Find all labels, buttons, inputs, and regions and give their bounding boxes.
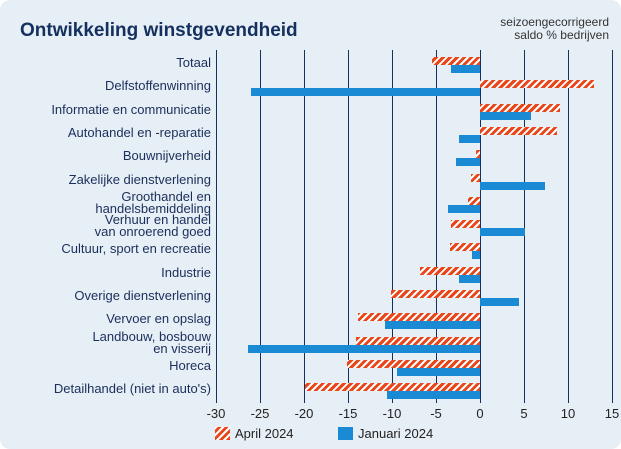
- category-label: Overige dienstverlening: [74, 288, 211, 303]
- bar: [467, 196, 480, 205]
- category-label: Detailhandel (niet in auto's): [53, 381, 211, 397]
- bar: [391, 290, 480, 298]
- bar: [384, 321, 480, 330]
- bar: [304, 383, 480, 392]
- x-tick-label: -25: [250, 406, 270, 421]
- bar: [450, 220, 480, 229]
- grid-line: [523, 50, 525, 403]
- bar: [480, 228, 525, 237]
- category-label: Verhuur en handel van onroerend goed: [94, 212, 211, 240]
- category-label: Horeca: [169, 357, 211, 373]
- bar: [480, 126, 558, 135]
- bar: [355, 336, 480, 345]
- bar: [448, 204, 480, 213]
- legend-swatch: [338, 427, 353, 440]
- bar: [347, 359, 480, 368]
- bar: [456, 158, 480, 167]
- bar: [472, 251, 480, 260]
- x-tick-label: 10: [560, 406, 576, 421]
- bar: [458, 274, 480, 283]
- grid-line: [215, 50, 217, 403]
- category-label: Zakelijke dienstverlening: [68, 171, 211, 187]
- grid-line: [567, 50, 569, 403]
- bar: [480, 80, 595, 89]
- category-label: Landbouw, bosbouw en visserij: [92, 328, 211, 356]
- grid-line: [611, 50, 613, 403]
- grid-line: [479, 50, 481, 403]
- legend-swatch: [215, 427, 230, 440]
- category-label: Informatie en communicatie: [51, 101, 211, 117]
- grid-line: [259, 50, 261, 403]
- grid-line: [435, 50, 437, 403]
- grid-line: [391, 50, 393, 403]
- x-tick-label: -10: [382, 406, 402, 421]
- bar: [420, 266, 480, 275]
- category-label: Bouwnijverheid: [122, 148, 211, 164]
- legend-label: Januari 2024: [358, 426, 434, 441]
- x-tick-label: -20: [294, 406, 314, 421]
- bar: [247, 344, 480, 353]
- bar: [450, 65, 480, 73]
- category-label: Autohandel en -reparatie: [67, 124, 211, 140]
- bar: [431, 57, 480, 65]
- bar: [480, 298, 519, 306]
- bar: [450, 243, 480, 252]
- x-tick-label: -30: [206, 406, 226, 421]
- bar: [480, 181, 546, 190]
- x-tick-label: 5: [520, 406, 528, 421]
- bar: [475, 150, 480, 159]
- bar: [386, 391, 480, 400]
- bar: [397, 367, 480, 376]
- category-label: Totaal: [176, 55, 211, 70]
- grid-line: [347, 50, 349, 403]
- bar: [458, 134, 480, 143]
- x-tick-label: -5: [430, 406, 442, 421]
- bar: [480, 111, 532, 120]
- bar: [251, 88, 480, 97]
- category-label: Cultuur, sport en recreatie: [61, 241, 211, 257]
- category-label: Industrie: [161, 264, 211, 280]
- bar: [480, 103, 561, 112]
- legend-label: April 2024: [235, 426, 294, 441]
- bar: [471, 173, 480, 182]
- chart-subtitle: seizoengecorrigeerd saldo % bedrijven: [500, 15, 609, 42]
- category-label: Groothandel en handelsbemiddeling: [95, 188, 211, 216]
- grid-line: [303, 50, 305, 403]
- x-tick-label: -15: [338, 406, 358, 421]
- category-label: Delfstoffenwinning: [105, 78, 211, 94]
- chart-title: Ontwikkeling winstgevendheid: [20, 20, 298, 41]
- bar: [357, 313, 480, 322]
- x-tick-label: 0: [476, 406, 484, 421]
- category-label: Vervoer en opslag: [106, 311, 211, 327]
- x-tick-label: 15: [604, 406, 620, 421]
